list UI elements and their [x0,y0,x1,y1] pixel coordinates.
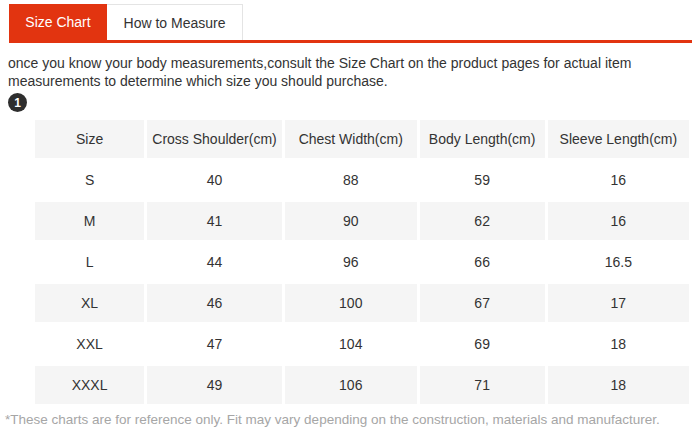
table-row: XXXL491067118 [35,366,689,404]
table-cell: 59 [420,161,545,199]
table-row: M41906216 [35,202,689,240]
tab-how-to-measure[interactable]: How to Measure [107,4,243,40]
table-cell: XL [35,284,144,322]
table-cell: XXXL [35,366,144,404]
table-cell: 71 [420,366,545,404]
table-cell: 49 [147,366,282,404]
table-cell: 66 [420,243,545,281]
size-table: SizeCross Shoulder(cm)Chest Width(cm)Bod… [32,117,692,407]
table-cell: 67 [420,284,545,322]
table-cell: 100 [285,284,417,322]
table-cell: XXL [35,325,144,363]
table-cell: 16 [548,161,689,199]
table-cell: 17 [548,284,689,322]
table-cell: 69 [420,325,545,363]
table-cell: 46 [147,284,282,322]
table-cell: 40 [147,161,282,199]
column-header: Size [35,120,144,158]
table-cell: 18 [548,366,689,404]
table-cell: 16 [548,202,689,240]
table-cell: 44 [147,243,282,281]
active-tab-underline [9,40,692,43]
table-row: S40885916 [35,161,689,199]
table-cell: L [35,243,144,281]
table-cell: S [35,161,144,199]
size-table-header-row: SizeCross Shoulder(cm)Chest Width(cm)Bod… [35,120,689,158]
table-cell: 41 [147,202,282,240]
column-header: Body Length(cm) [420,120,545,158]
column-header: Cross Shoulder(cm) [147,120,282,158]
tab-size-chart[interactable]: Size Chart [9,4,107,40]
intro-text: once you know your body measurements,con… [8,54,656,90]
table-cell: 16.5 [548,243,689,281]
table-cell: 88 [285,161,417,199]
size-chart-panel: Size Chart How to Measure once you know … [0,0,699,438]
table-cell: 62 [420,202,545,240]
table-cell: M [35,202,144,240]
size-table-body: S40885916M41906216L44966616.5XL461006717… [35,161,689,404]
table-cell: 18 [548,325,689,363]
column-header: Sleeve Length(cm) [548,120,689,158]
table-cell: 104 [285,325,417,363]
table-row: XL461006717 [35,284,689,322]
step-1-badge: 1 [8,93,27,112]
tab-bar: Size Chart How to Measure [9,4,699,40]
table-cell: 106 [285,366,417,404]
table-cell: 96 [285,243,417,281]
footnote-text: *These charts are for reference only. Fi… [5,412,699,427]
table-row: XXL471046918 [35,325,689,363]
column-header: Chest Width(cm) [285,120,417,158]
table-cell: 90 [285,202,417,240]
table-row: L44966616.5 [35,243,689,281]
table-cell: 47 [147,325,282,363]
